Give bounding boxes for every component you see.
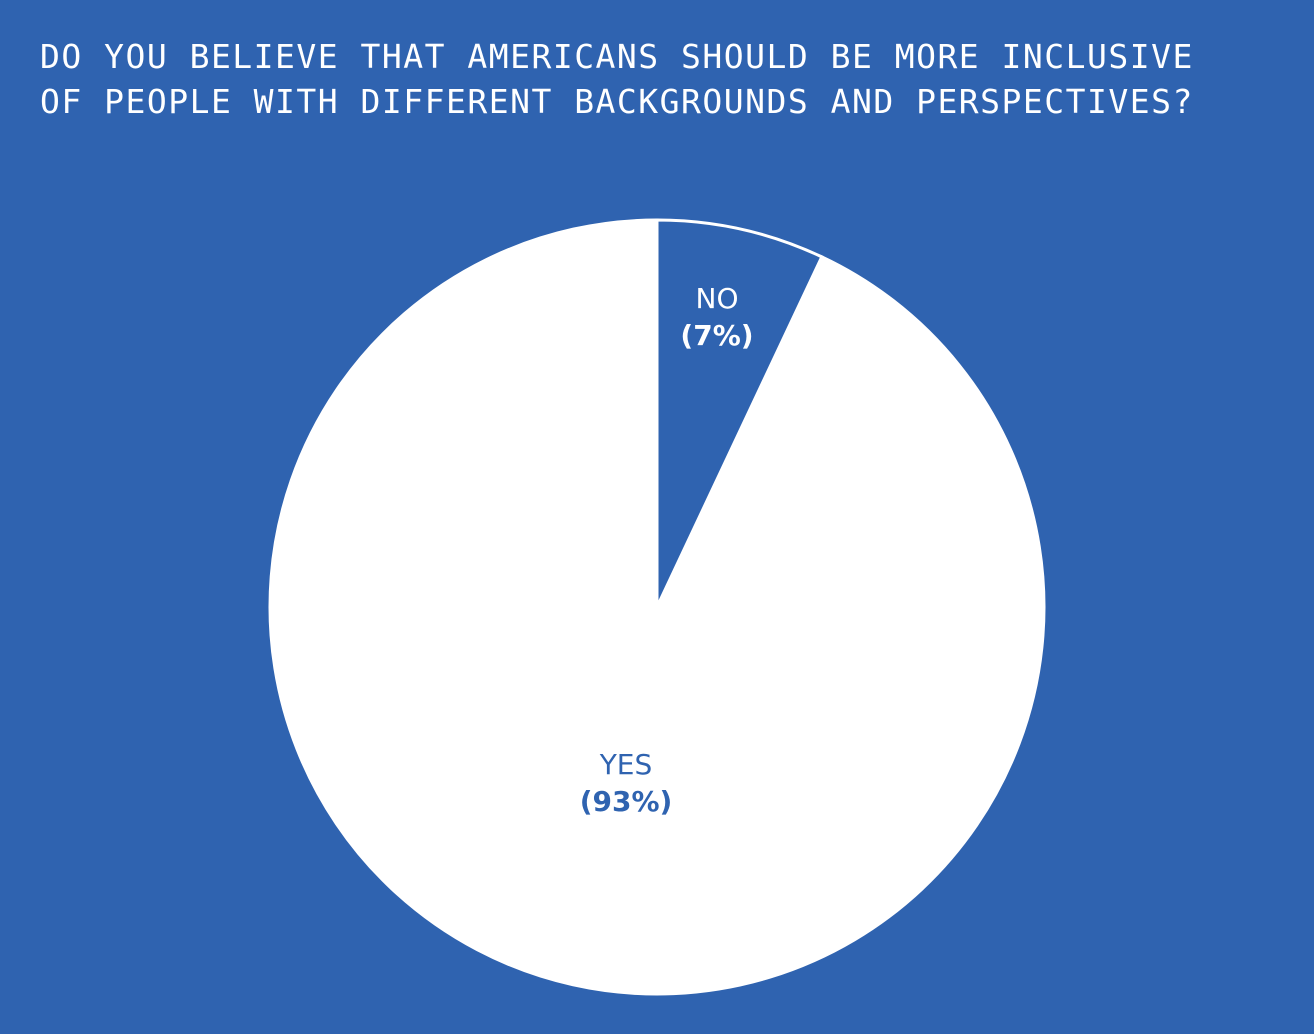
- chart-title-line-2: OF PEOPLE WITH DIFFERENT BACKGROUNDS AND…: [40, 82, 1194, 121]
- slice-label-yes: YES: [599, 748, 653, 781]
- slice-value-no: (7%): [680, 319, 753, 352]
- slice-label-no: NO: [696, 282, 739, 315]
- chart-title-line-1: DO YOU BELIEVE THAT AMERICANS SHOULD BE …: [40, 37, 1194, 76]
- slice-value-yes: (93%): [580, 785, 673, 818]
- chart-title: DO YOU BELIEVE THAT AMERICANS SHOULD BE …: [40, 34, 1290, 124]
- pie-slice-no: [655, 218, 824, 608]
